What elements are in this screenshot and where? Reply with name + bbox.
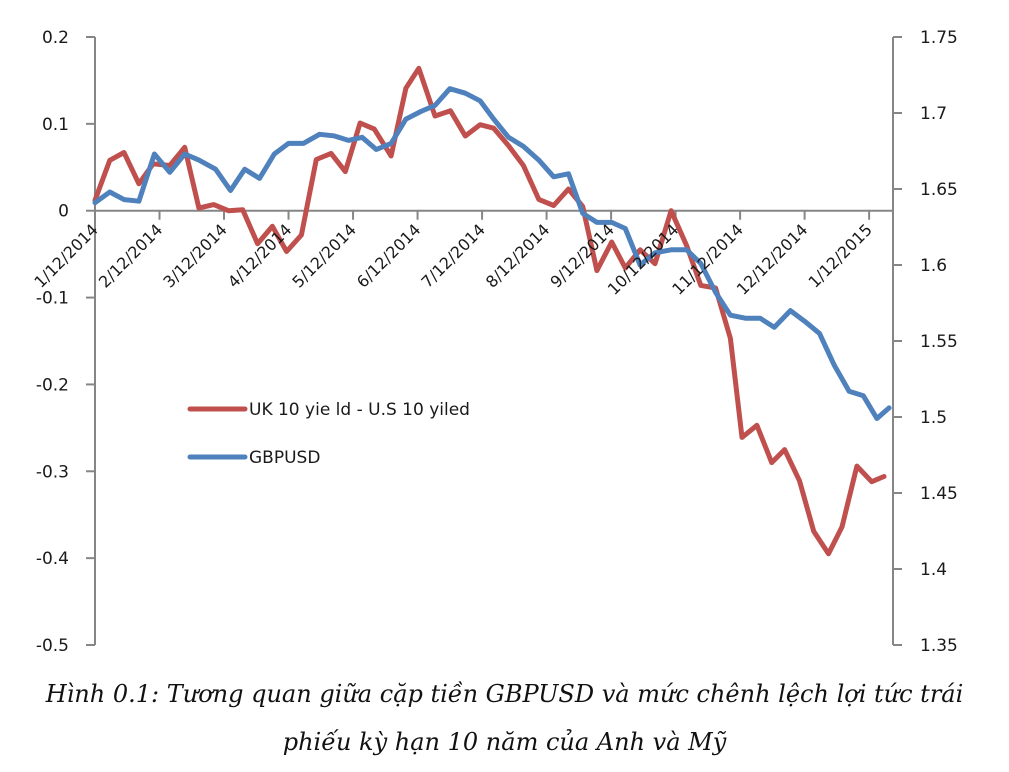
- left-axis-tick-label: 0.2: [42, 28, 69, 48]
- left-y-axis: 0.2 0.1 0 -0.1 -0.2 -0.3 -0.4 -0.5: [36, 28, 96, 656]
- x-tick-label: 3/12/2014: [159, 220, 230, 291]
- series-line-yield-spread: [92, 65, 887, 557]
- right-axis-tick-label: 1.65: [920, 180, 958, 200]
- left-axis-tick-label: -0.5: [36, 636, 69, 656]
- right-axis-tick-label: 1.75: [920, 28, 958, 48]
- left-axis-tick-label: -0.4: [36, 549, 69, 569]
- caption-line-1: Hình 0.1: Tương quan giữa cặp tiền GBPUS…: [45, 680, 964, 708]
- caption-line-2: phiếu kỳ hạn 10 năm của Anh và Mỹ: [282, 728, 727, 756]
- right-y-axis: 1.75 1.7 1.65 1.6 1.55 1.5 1.45 1.4 1.35: [892, 28, 958, 656]
- series-line-gbpusd: [92, 86, 892, 421]
- right-axis-tick-label: 1.55: [920, 332, 958, 352]
- series-layer: [92, 65, 892, 557]
- line-chart: 0.20.10-0.1-0.2-0.3-0.4-0.5 1.751.71.651…: [30, 28, 958, 656]
- legend: UK 10 yie ld - U.S 10 yiled GBPUSD: [187, 400, 470, 468]
- x-axis: [94, 209, 893, 220]
- right-axis-tick-label: 1.7: [920, 104, 947, 124]
- x-tick-label: 2/12/2014: [95, 220, 166, 291]
- left-axis-tick-label: -0.3: [36, 462, 69, 482]
- legend-label-gbpusd: GBPUSD: [249, 448, 320, 468]
- right-axis-tick-label: 1.45: [920, 484, 958, 504]
- left-axis-tick-label: 0: [58, 202, 69, 222]
- x-tick-label: 6/12/2014: [353, 220, 424, 291]
- right-axis-tick-label: 1.6: [920, 256, 947, 276]
- figure-caption: Hình 0.1: Tương quan giữa cặp tiền GBPUS…: [0, 670, 1009, 766]
- left-axis-tick-label: -0.2: [36, 375, 69, 395]
- right-axis-tick-label: 1.35: [920, 636, 958, 656]
- x-tick-label: 1/12/2014: [30, 220, 101, 291]
- x-tick-label: 4/12/2014: [224, 220, 295, 291]
- left-axis-tick-label: -0.1: [36, 289, 69, 309]
- left-axis-tick-label: 0.1: [42, 115, 69, 135]
- right-axis-tick-label: 1.4: [920, 560, 947, 580]
- x-tick-label: 1/12/2015: [805, 220, 876, 291]
- legend-label-spread: UK 10 yie ld - U.S 10 yiled: [249, 400, 470, 420]
- x-tick-label: 5/12/2014: [288, 220, 359, 291]
- x-tick-labels: 1/12/20142/12/20143/12/20144/12/20145/12…: [30, 220, 876, 299]
- x-tick-label: 8/12/2014: [482, 220, 553, 291]
- x-tick-label: 7/12/2014: [417, 220, 488, 291]
- right-axis-tick-label: 1.5: [920, 408, 947, 428]
